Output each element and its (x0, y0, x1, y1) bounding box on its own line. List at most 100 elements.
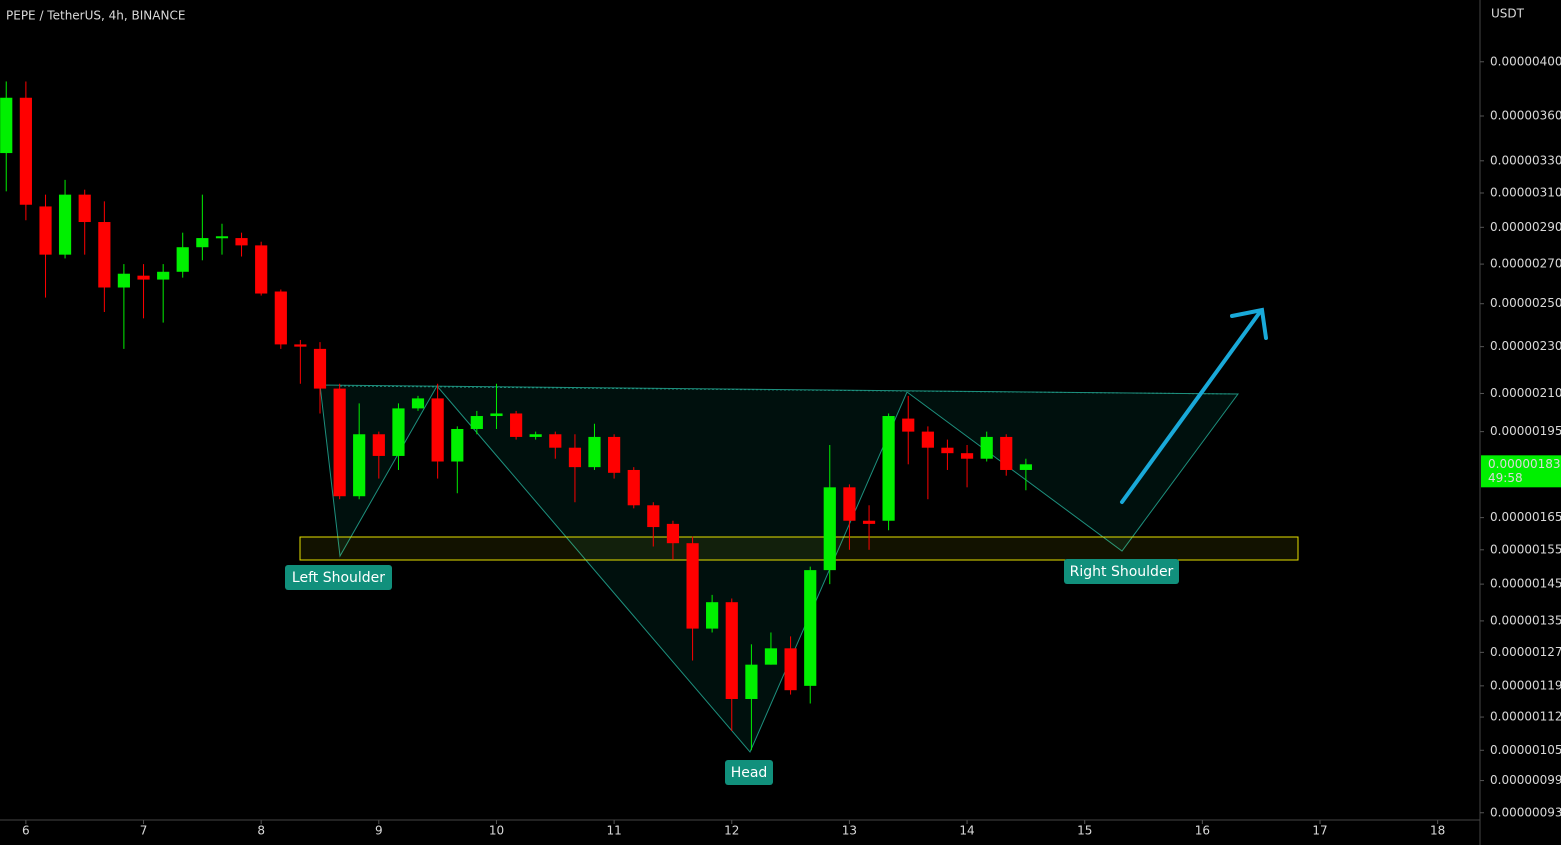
candle-body (764, 648, 778, 665)
candle-body (451, 428, 464, 462)
y-axis-label: USDT (1491, 7, 1525, 21)
candle-body (333, 388, 346, 497)
candle-body (1000, 436, 1013, 470)
candle-body (706, 602, 719, 629)
head-and-shoulders-pattern (319, 384, 1239, 753)
candle-body (137, 275, 150, 280)
candle-body (627, 469, 640, 506)
candle-body (666, 523, 680, 544)
annotation: Left Shoulder (292, 570, 385, 586)
candle-body (392, 408, 405, 456)
candle-body (921, 431, 934, 448)
candle-body (176, 247, 189, 272)
y-tick-label: 0.00000400 (1490, 54, 1561, 68)
candle-body (215, 236, 229, 239)
candle-body (372, 434, 385, 456)
candle-body (549, 434, 562, 448)
candle-body (588, 436, 601, 468)
candle-body (78, 194, 91, 223)
y-tick-label: 0.00000360 (1490, 109, 1561, 123)
y-tick-label: 0.00000105 (1490, 743, 1561, 757)
candle-body (980, 436, 993, 459)
x-tick-label: 7 (140, 824, 148, 838)
y-tick-label: 0.00000290 (1490, 220, 1561, 234)
y-tick-label: 0.00000310 (1490, 185, 1561, 199)
y-tick-label: 0.00000230 (1490, 339, 1561, 353)
arrow-head (1230, 307, 1268, 340)
axes: 0.00000400 0.00000360 0.00000330 0.00000310… (22, 54, 1561, 838)
candle-body (882, 416, 895, 521)
candle-body (313, 348, 327, 389)
x-tick-label: 9 (375, 824, 383, 838)
candle-body (117, 273, 130, 288)
candle-body (608, 436, 621, 473)
y-tick-label: 0.00000155 (1490, 542, 1561, 556)
candle-body (470, 416, 483, 429)
candle-body (19, 97, 32, 205)
y-tick-label: 0.00000165 (1490, 510, 1561, 524)
y-tick-label: 0.00000330 (1490, 153, 1561, 167)
x-tick-label: 8 (257, 824, 265, 838)
x-tick-label: 6 (22, 824, 30, 838)
candle-body (529, 434, 542, 437)
y-tick-label: 0.00000119 (1490, 678, 1561, 692)
candle-body (353, 434, 366, 497)
y-tick-label: 0.00000112 (1490, 710, 1561, 724)
candle-body (647, 505, 660, 528)
x-tick-label: 17 (1312, 824, 1327, 838)
arrow-line (1120, 310, 1262, 504)
candle-body (58, 194, 72, 255)
y-tick-label: 0.00000135 (1490, 613, 1561, 627)
x-tick-label: 11 (606, 824, 621, 838)
candle-body (784, 648, 797, 691)
annotation: Right Shoulder (1070, 564, 1174, 580)
candle-body (960, 453, 974, 459)
arrow (1120, 307, 1268, 504)
y-tick-label: 0.00000250 (1490, 296, 1561, 310)
candle-body (157, 271, 170, 280)
candle-body (0, 97, 13, 154)
price-label-box (1481, 455, 1561, 488)
x-tick-label: 14 (959, 824, 974, 838)
y-tick-label: 0.00000099 (1490, 773, 1561, 787)
y-tick-label: 0.00000195 (1490, 424, 1561, 438)
x-tick-label: 10 (489, 824, 504, 838)
candle-body (823, 487, 836, 571)
annotation: Head (731, 765, 768, 781)
candle-body (568, 447, 582, 468)
candles (0, 81, 1032, 751)
price-label: 0.00000183 (1488, 457, 1561, 471)
support-zone (299, 536, 1299, 561)
candle-body (686, 543, 699, 629)
candle-body (294, 344, 307, 347)
candle-body (745, 664, 758, 699)
candle-body (843, 487, 856, 521)
candle-body (725, 602, 738, 699)
countdown: 49:58 (1488, 471, 1523, 485)
candle-body (411, 398, 425, 409)
candle-body (431, 398, 444, 462)
x-tick-label: 16 (1195, 824, 1210, 838)
label-box (725, 760, 773, 785)
x-tick-label: 13 (842, 824, 857, 838)
x-tick-label: 18 (1430, 824, 1445, 838)
y-tick-label: 0.00000127 (1490, 645, 1561, 659)
x-tick-label: 12 (724, 824, 739, 838)
labels: Left Shoulder Head Right Shoulder (285, 559, 1179, 785)
chart-title: PEPE / TetherUS, 4h, BINANCE (6, 9, 185, 23)
label-box (285, 565, 392, 590)
candle-body (235, 238, 248, 246)
candle-body (274, 291, 287, 345)
label-box (1064, 559, 1179, 584)
y-tick-label: 0.00000145 (1490, 577, 1561, 591)
candle-body (902, 418, 915, 432)
candle-body (196, 238, 209, 248)
candle-body (255, 245, 268, 294)
candle-body (804, 570, 817, 686)
candle-body (490, 413, 503, 417)
x-tick-label: 15 (1077, 824, 1092, 838)
candle-body (862, 520, 876, 524)
y-tick-label: 0.00000093 (1490, 805, 1561, 819)
candle-body (98, 222, 111, 288)
candle-body (941, 447, 954, 454)
